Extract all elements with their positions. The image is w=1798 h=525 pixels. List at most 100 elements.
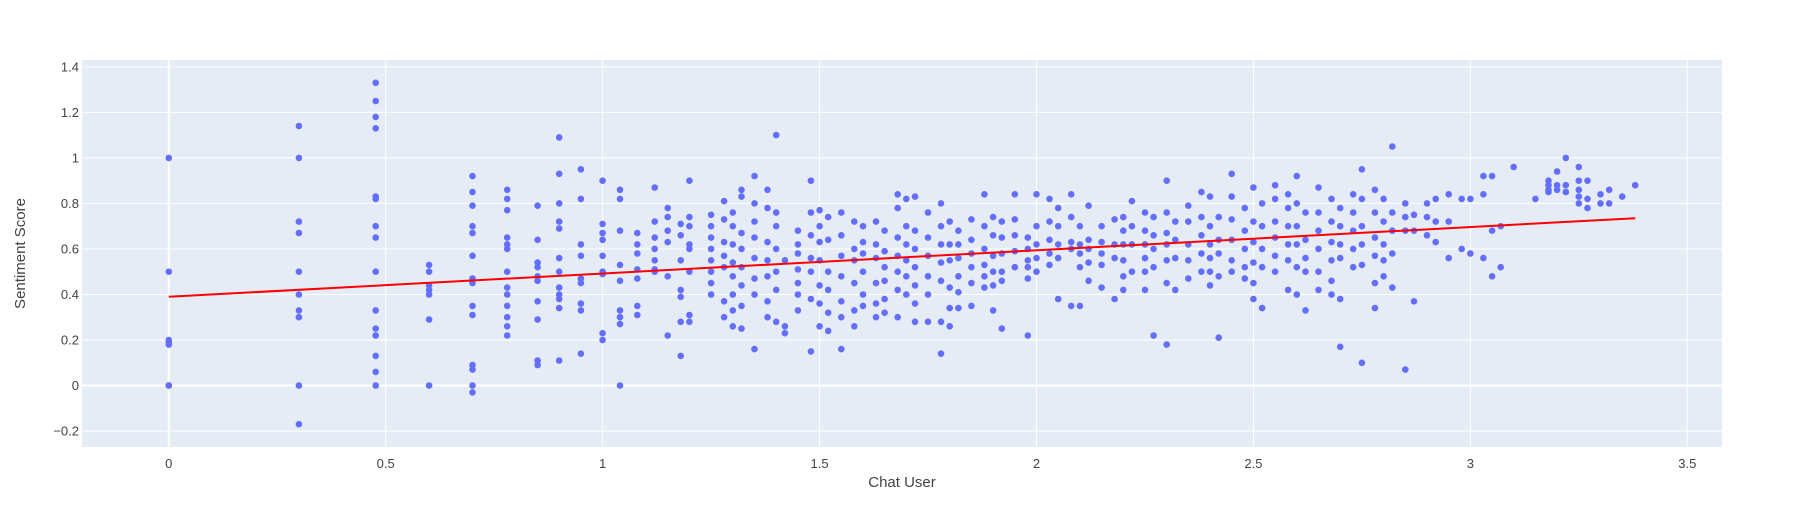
data-point (1402, 213, 1409, 221)
data-point (503, 195, 511, 203)
data-point (838, 232, 845, 239)
data-point (677, 220, 684, 228)
data-point (1302, 236, 1309, 244)
y-tick-label: 1.2 (61, 105, 79, 120)
data-point (599, 177, 606, 184)
data-point (295, 382, 303, 389)
data-point (295, 291, 303, 298)
data-point (469, 311, 476, 319)
data-point (503, 245, 511, 253)
data-point (577, 195, 585, 203)
data-point (634, 311, 641, 319)
data-point (1185, 257, 1192, 264)
data-point (859, 250, 867, 257)
x-tick-label: 0.5 (377, 456, 395, 471)
data-point (816, 206, 823, 214)
data-point (851, 218, 858, 225)
data-point (1241, 227, 1249, 234)
data-point (881, 263, 888, 271)
data-point (1206, 254, 1214, 262)
data-point (1054, 204, 1062, 212)
data-point (634, 302, 641, 310)
data-point (664, 332, 671, 339)
data-point (1410, 211, 1418, 219)
data-point (1349, 191, 1357, 198)
data-point (503, 323, 511, 330)
data-point (1328, 277, 1335, 285)
data-point (1380, 218, 1387, 225)
data-point (1150, 332, 1157, 339)
data-point (1575, 200, 1583, 207)
data-point (469, 202, 476, 209)
data-point (1054, 295, 1062, 303)
data-point (555, 284, 563, 291)
data-point (838, 252, 845, 260)
data-point (1163, 257, 1170, 264)
data-point (1024, 263, 1032, 271)
data-point (824, 309, 832, 317)
data-point (372, 79, 380, 87)
data-point (1150, 263, 1157, 271)
data-point (372, 352, 380, 360)
data-point (1111, 216, 1118, 223)
data-point (534, 277, 541, 285)
data-point (729, 259, 737, 266)
data-point (1631, 181, 1639, 189)
data-point (881, 295, 888, 303)
data-point (981, 261, 988, 269)
data-point (894, 234, 901, 241)
data-point (555, 225, 563, 232)
data-point (577, 275, 585, 282)
y-tick-label: 0 (72, 378, 79, 393)
data-point (989, 213, 997, 221)
data-point (1575, 177, 1583, 184)
data-point (998, 277, 1006, 285)
data-point (859, 268, 867, 276)
data-point (599, 220, 606, 228)
data-point (599, 252, 606, 260)
data-point (1228, 193, 1235, 200)
data-point (1445, 218, 1452, 225)
data-point (1033, 222, 1040, 230)
data-point (794, 279, 802, 287)
data-point (720, 197, 728, 205)
data-point (1402, 200, 1409, 207)
data-point (911, 318, 919, 326)
data-point (372, 234, 380, 241)
data-point (807, 295, 815, 303)
data-point (903, 273, 910, 280)
data-point (1076, 302, 1084, 310)
data-point (1293, 263, 1301, 271)
data-point (1150, 232, 1157, 239)
data-point (894, 268, 901, 276)
data-point (1128, 197, 1136, 205)
data-point (577, 279, 585, 287)
data-point (469, 361, 476, 369)
data-point (729, 241, 737, 248)
data-point (686, 213, 693, 221)
data-point (989, 232, 997, 239)
data-point (903, 222, 910, 230)
data-point (577, 166, 585, 173)
data-point (981, 191, 988, 198)
data-point (1150, 245, 1157, 253)
data-point (1284, 191, 1292, 198)
data-point (968, 302, 975, 310)
data-point (924, 291, 932, 298)
data-point (503, 313, 511, 321)
data-point (1349, 263, 1357, 271)
data-point (1488, 172, 1496, 180)
data-point (425, 286, 433, 294)
data-point (824, 286, 832, 294)
data-point (534, 202, 541, 209)
data-point (738, 325, 745, 332)
data-point (903, 241, 910, 248)
data-point (1067, 213, 1075, 221)
data-point (924, 209, 932, 216)
data-point (1215, 213, 1222, 221)
data-point (1206, 241, 1214, 248)
data-point (1445, 254, 1452, 262)
data-point (981, 273, 988, 280)
data-point (651, 184, 658, 191)
data-point (1033, 268, 1040, 276)
